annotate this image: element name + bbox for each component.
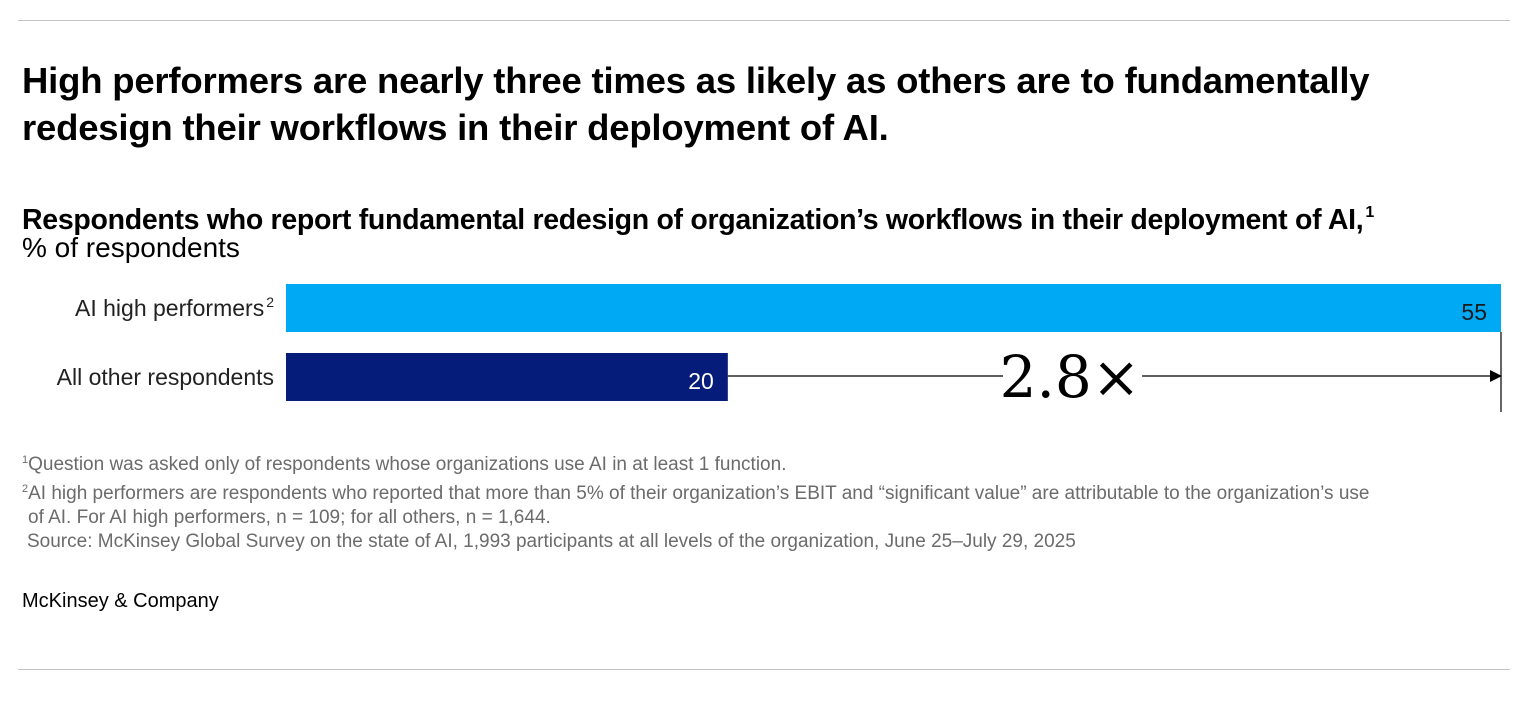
bottom-rule [18, 669, 1510, 670]
footnotes: 1Question was asked only of respondents … [22, 448, 1512, 554]
footnote-text: Question was asked only of respondents w… [28, 454, 787, 475]
value-label: 20 [688, 368, 714, 394]
footnote-marker: 1 [22, 454, 29, 466]
bars-layer: AI high performers 2 55 All other responden… [57, 284, 1501, 401]
category-label: All other respondents [57, 364, 274, 390]
bar-1 [286, 353, 728, 401]
bar-chart: AI high performers 2 55 All other responden… [57, 284, 1502, 412]
bar-0 [286, 284, 1501, 332]
footnote-text-continuation: of AI. For AI high performers, n = 109; … [28, 507, 551, 528]
ratio-annotation: 2.8× [727, 332, 1502, 412]
top-rule [18, 20, 1510, 21]
brand-wordmark: McKinsey & Company [22, 590, 219, 612]
footnote-marker: 2 [22, 483, 29, 495]
ratio-label: 2.8× [1000, 343, 1141, 411]
footnote-1: 1Question was asked only of respondents … [22, 448, 1512, 477]
footnote-text: AI high performers are respondents who r… [28, 483, 1370, 504]
value-label: 55 [1461, 299, 1487, 325]
source-note: Source: McKinsey Global Survey on the st… [27, 531, 1076, 552]
category-footnote-marker: 2 [266, 294, 274, 310]
chart-title-footnote-marker: 1 [1365, 204, 1374, 221]
unit-label: % of respondents [22, 232, 240, 263]
category-label: AI high performers 2 [75, 294, 274, 321]
chart-title-text: Respondents who report fundamental redes… [22, 204, 1364, 236]
footnote-2: 2AI high performers are respondents who … [22, 477, 1512, 530]
headline: High performers are nearly three times a… [22, 60, 1370, 148]
chart-title: Respondents who report fundamental redes… [22, 195, 1374, 238]
